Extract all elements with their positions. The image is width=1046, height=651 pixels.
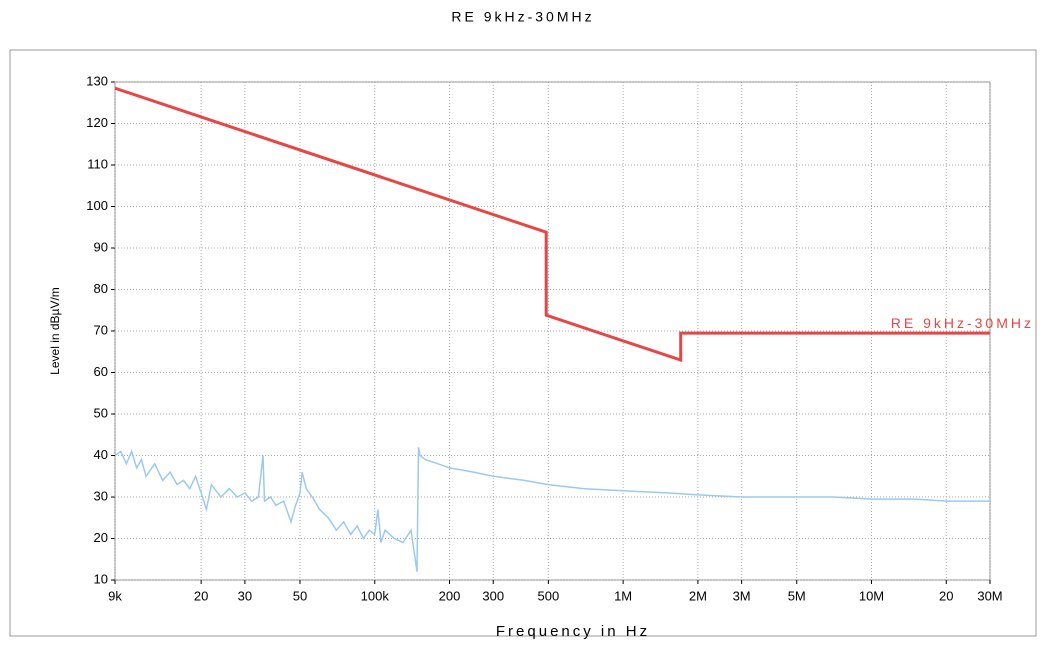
y-tick-label: 100 <box>86 198 108 213</box>
y-tick-label: 60 <box>94 364 108 379</box>
y-tick-label: 130 <box>86 73 108 88</box>
x-axis-label: Frequency in Hz <box>496 623 650 640</box>
x-tick-label: 50 <box>293 588 307 603</box>
y-tick-label: 30 <box>94 488 108 503</box>
series-line <box>114 86 990 363</box>
plot-area <box>114 81 991 581</box>
chart-title: RE 9kHz-30MHz <box>451 9 594 25</box>
x-tick-label: 20 <box>194 588 208 603</box>
x-tick-label: 10M <box>859 588 884 603</box>
x-tick-label: 100k <box>361 588 390 603</box>
series-line <box>114 447 990 572</box>
y-tick-label: 20 <box>94 530 108 545</box>
y-axis-label: Level in dBµV/m <box>48 287 62 375</box>
y-tick-label: 10 <box>94 571 108 586</box>
y-tick-label: 120 <box>86 115 108 130</box>
x-tick-label: 30M <box>977 588 1002 603</box>
series-label: RE 9kHz-30MHz <box>891 315 1034 331</box>
x-tick-label: 5M <box>788 588 806 603</box>
x-tick-label: 9k <box>108 588 122 603</box>
x-tick-label: 30 <box>238 588 252 603</box>
y-tick-label: 110 <box>87 156 108 171</box>
x-tick-label: 2M <box>689 588 707 603</box>
x-tick-label: 300 <box>482 588 504 603</box>
x-tick-label: 1M <box>614 588 632 603</box>
y-tick-label: 50 <box>94 405 108 420</box>
y-tick-label: 90 <box>94 239 108 254</box>
y-tick-label: 80 <box>94 281 108 296</box>
x-tick-label: 500 <box>537 588 559 603</box>
y-tick-label: 40 <box>94 447 108 462</box>
y-tick-label: 70 <box>94 322 108 337</box>
x-tick-label: 20 <box>939 588 953 603</box>
x-tick-label: 3M <box>733 588 751 603</box>
x-tick-label: 200 <box>439 588 461 603</box>
